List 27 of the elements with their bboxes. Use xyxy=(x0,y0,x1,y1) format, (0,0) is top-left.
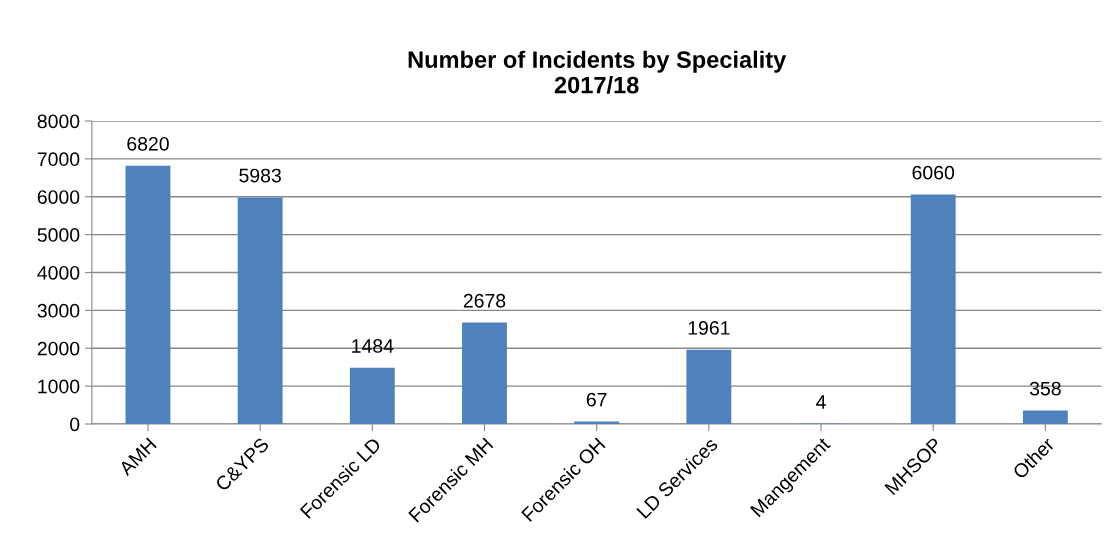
data-label: 5983 xyxy=(239,168,281,183)
y-tick-label: 8000 xyxy=(37,114,80,129)
data-label: 6060 xyxy=(912,165,955,180)
data-label: 2678 xyxy=(463,293,506,308)
y-tick-label: 5000 xyxy=(37,228,80,242)
bar xyxy=(125,165,171,425)
y-tick-label: 6000 xyxy=(37,190,80,204)
y-tick-label: 2000 xyxy=(37,341,80,356)
bar xyxy=(1022,410,1068,425)
y-tick-label: 4000 xyxy=(37,265,80,280)
data-label: 1484 xyxy=(352,339,394,353)
y-tick-label: 7000 xyxy=(37,152,80,167)
data-label: 1961 xyxy=(688,321,730,335)
data-label: 358 xyxy=(1029,381,1061,396)
bar xyxy=(910,194,956,425)
y-tick-label: 0 xyxy=(70,417,80,432)
data-label: 67 xyxy=(586,392,607,407)
bar xyxy=(686,349,732,425)
y-tick-label: 1000 xyxy=(38,379,80,394)
y-tick-label: 3000 xyxy=(37,303,80,318)
bar xyxy=(237,197,283,425)
bar xyxy=(349,367,395,425)
bar xyxy=(462,322,507,425)
bar xyxy=(574,421,620,425)
chart-title: Number of Incidents by Speciality 2017/18 xyxy=(408,50,787,94)
data-label: 4 xyxy=(816,395,826,409)
data-label: 6820 xyxy=(127,136,169,151)
